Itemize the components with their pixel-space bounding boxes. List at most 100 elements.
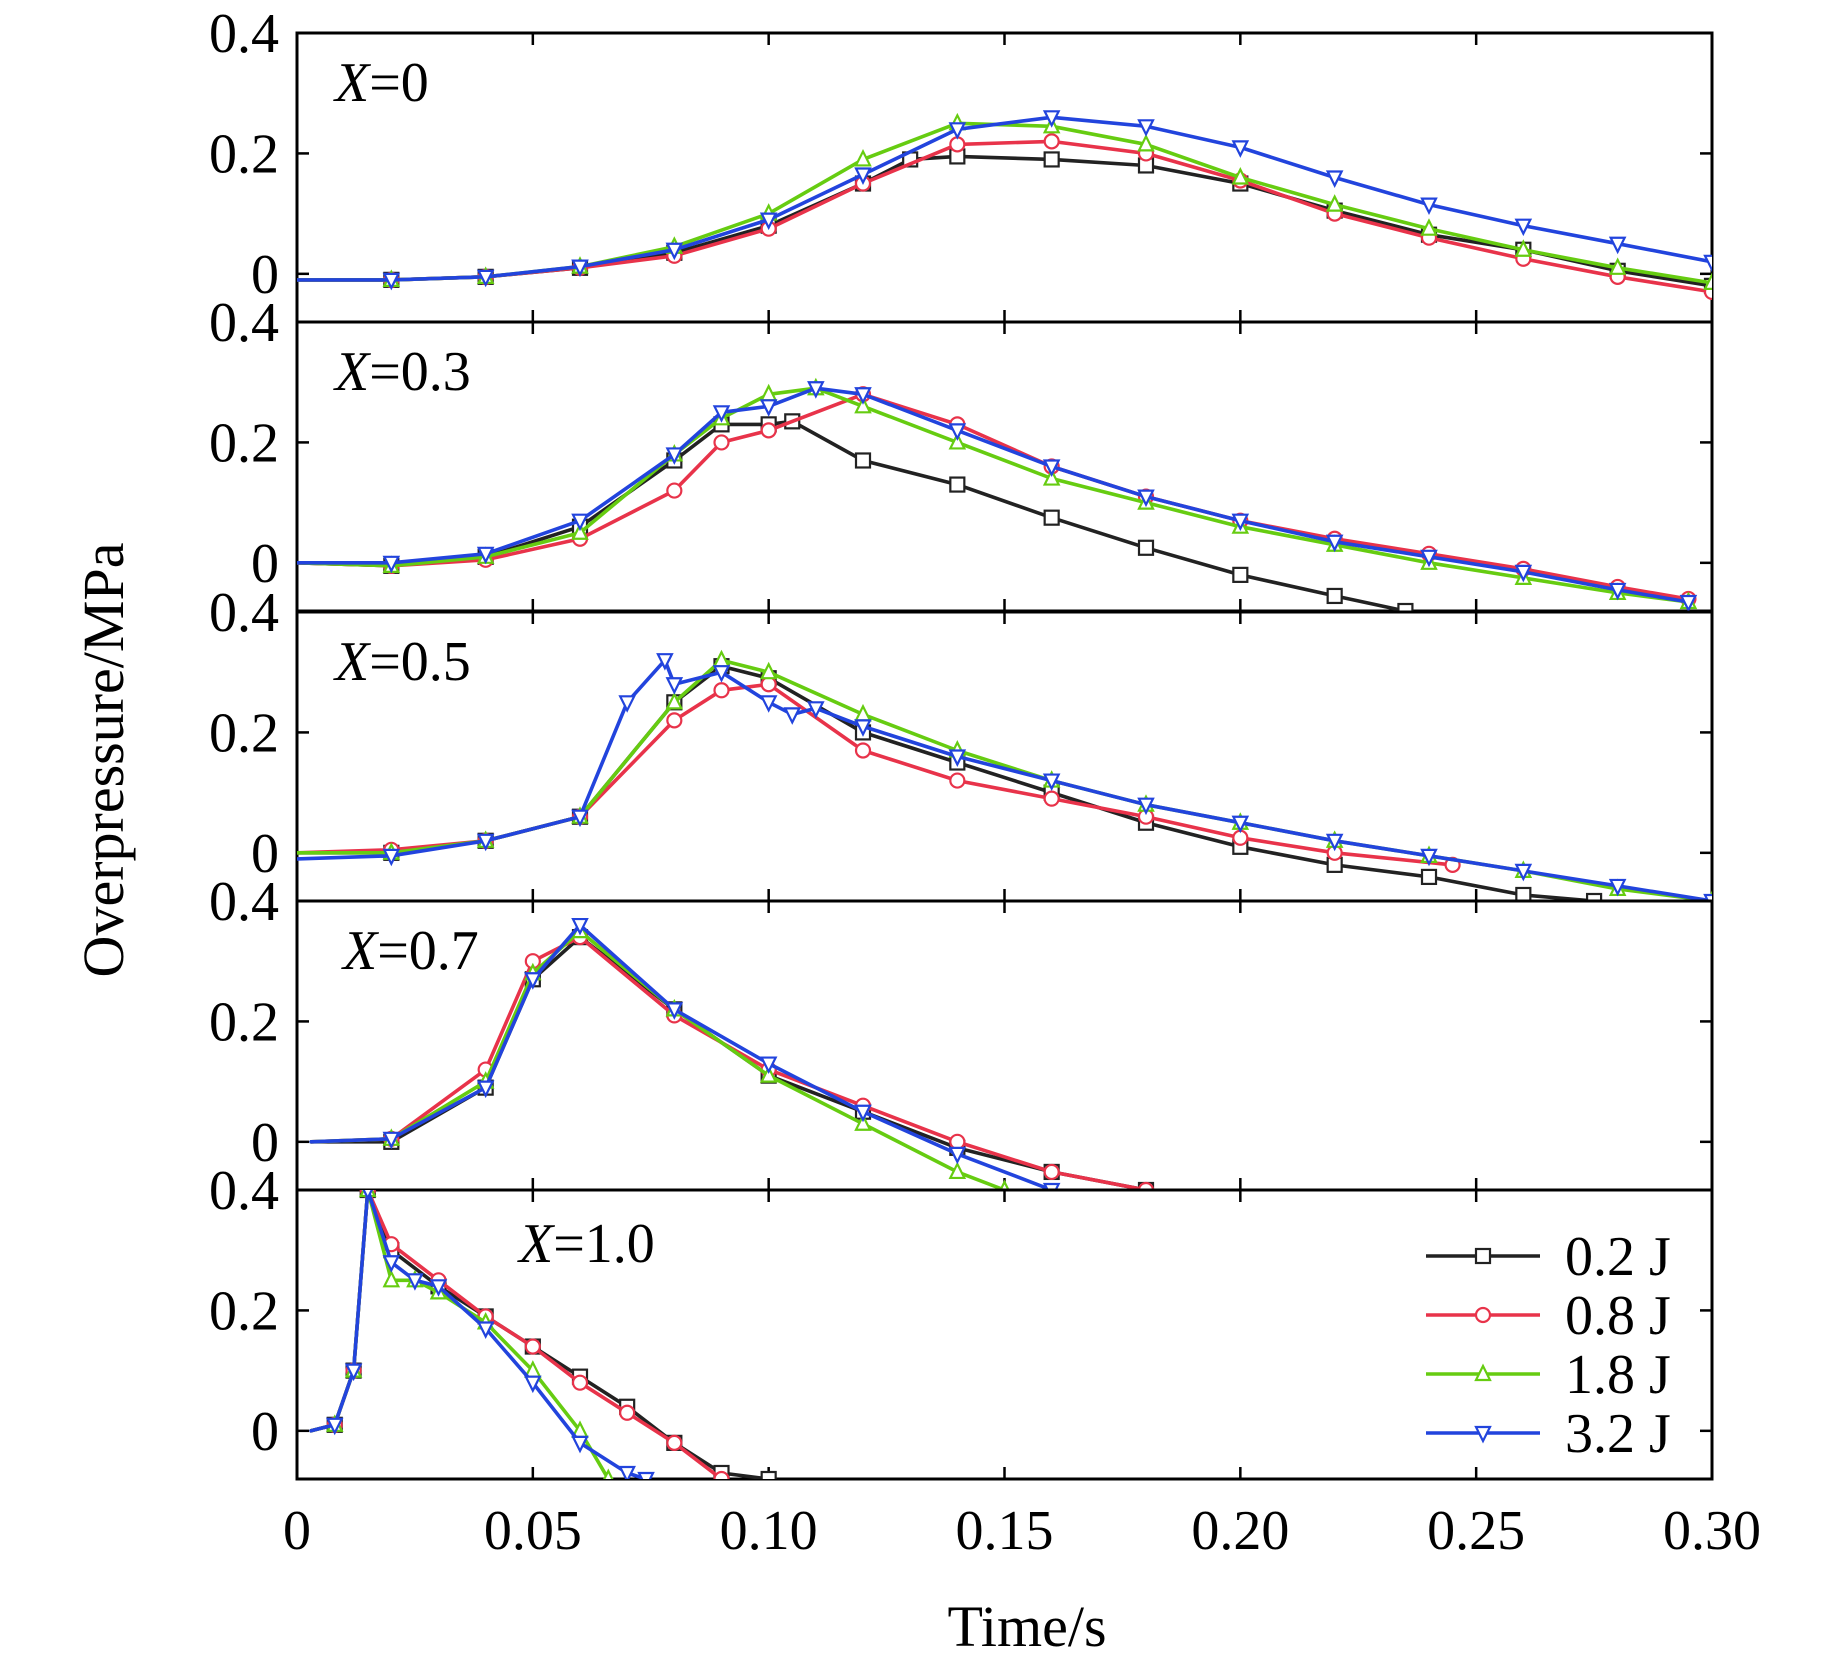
data-point [382,1269,401,1288]
series-line-3-2J [309,1190,648,1479]
data-point [759,695,778,713]
y-tick-label: 0.4 [209,1160,279,1222]
data-point [1420,549,1438,568]
data-point [1232,566,1249,583]
panel-1: 0 0.2 0.4 X=0.3 [209,292,1714,613]
x-axis-title: Time/s [947,1594,1106,1659]
data-point [666,1434,683,1451]
y-tick-label: 0.4 [209,292,279,354]
data-point [1420,197,1438,216]
panel-label-variable: X [341,920,380,982]
panel-3: 0 0.2 0.4 X=0.7 [209,871,1714,1192]
data-point [854,1113,872,1131]
data-point [665,447,684,465]
y-tick-label: 0.2 [209,702,279,764]
data-point [571,513,589,532]
series-line-3-2J [309,923,1054,1190]
series-line-1-8J [297,386,1691,604]
data-point [759,1065,778,1083]
data-point [1420,848,1438,867]
x-tick-label: 0.30 [1663,1500,1761,1562]
data-point [783,707,802,725]
series-group [297,110,1712,300]
data-point [948,1146,967,1165]
data-point [1703,254,1712,273]
x-tick-label: 0.20 [1191,1500,1289,1562]
data-point [666,482,683,499]
data-point [712,665,731,683]
x-tick-label: 0.25 [1427,1500,1525,1562]
y-axis-title: Overpressure/MPa [71,543,136,978]
data-point [1326,587,1343,605]
data-point [571,1374,589,1391]
panel-frame [295,31,1714,324]
data-point [759,399,778,417]
legend-marker [1474,1247,1492,1265]
y-tick-label: 0 [251,1112,279,1174]
data-point [476,1321,495,1339]
data-point [571,522,589,540]
data-point [760,676,777,693]
series-line-0-2J [297,664,1596,901]
data-point [665,1002,684,1020]
panel-label-value: =0.3 [369,341,471,403]
y-tick-label: 0.4 [209,3,279,65]
data-point [524,1375,542,1394]
data-point [1231,815,1250,834]
data-point [1514,863,1533,882]
legend-label: 0.2 J [1565,1226,1671,1288]
series-group [297,649,1712,901]
series-line-1-8J [297,121,1712,285]
data-point [712,405,731,423]
panel-label: X=0.3 [333,341,471,403]
data-point [1137,489,1155,508]
series-line-0-8J [309,1190,724,1479]
data-point [1231,140,1250,158]
data-point [665,691,684,710]
data-point [713,434,730,451]
data-point [1420,218,1438,236]
data-point [713,1470,730,1479]
panel-frame [295,1188,1714,1481]
data-point [618,695,636,713]
data-point [406,1273,424,1291]
data-point [571,1435,589,1454]
data-point [603,1468,614,1479]
data-point [1608,236,1627,255]
panel-label: X=0.5 [333,631,471,693]
y-tick-label: 0.2 [209,1280,279,1342]
y-tick-label: 0 [251,1401,279,1463]
data-point [1043,509,1060,526]
x-tick-label: 0.05 [484,1500,582,1562]
data-point [344,1363,363,1382]
data-point [1608,582,1627,601]
data-point [656,653,674,671]
data-point [382,848,401,867]
panel-label-value: =0.7 [377,920,479,982]
x-tick-label: 0 [283,1500,311,1562]
panel-0: 0 0.2 0.4 X=0 [209,3,1714,324]
data-point [1137,133,1155,152]
data-point [524,972,542,990]
data-point [760,1470,777,1479]
series-line-0-8J [297,682,1455,867]
data-point [854,167,872,185]
data-point [1325,194,1344,212]
data-point [325,1417,344,1436]
data-point [948,431,967,450]
y-tick-label: 0.4 [209,871,279,933]
data-point [476,269,495,288]
data-point [1042,773,1061,792]
data-point [382,555,401,574]
legend-label: 1.8 J [1565,1344,1671,1406]
data-point [1231,167,1250,185]
x-tick-label: 0.10 [720,1500,818,1562]
data-point [759,661,778,680]
data-point [713,682,730,699]
data-point [571,809,589,828]
data-point [476,1080,495,1099]
data-point [948,122,967,140]
x-tick-label: 0.15 [956,1500,1054,1562]
data-point [476,546,495,565]
data-point [1043,133,1060,150]
